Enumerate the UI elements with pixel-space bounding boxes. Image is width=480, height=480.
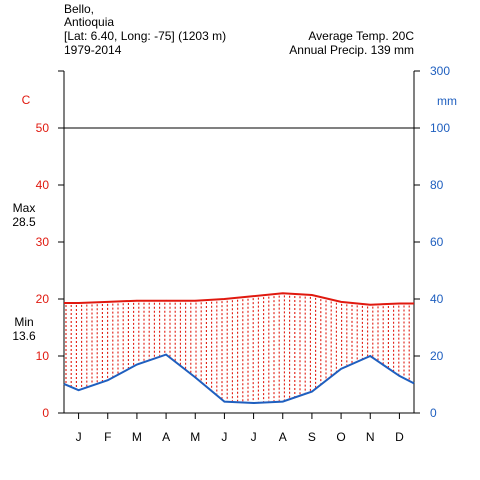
- precipitation-point: [77, 389, 80, 392]
- x-tick-label: O: [336, 430, 345, 444]
- temperature-point: [106, 301, 109, 303]
- temperature-point: [340, 301, 342, 303]
- right-tick-label: 60: [430, 235, 444, 249]
- precipitation-point: [281, 400, 284, 403]
- left-tick-label: 50: [36, 121, 50, 135]
- temperature-point: [398, 302, 401, 305]
- x-tick-label: A: [279, 430, 287, 444]
- x-tick-label: D: [395, 430, 404, 444]
- x-tick-label: F: [104, 430, 111, 444]
- chart-header: Bello, Antioquia [Lat: 6.40, Long: -75] …: [64, 2, 414, 57]
- temperature-point: [281, 292, 284, 295]
- precipitation-line: [63, 353, 415, 405]
- precipitation-point: [311, 390, 313, 393]
- annual-precipitation: Annual Precip. 139 mm: [289, 43, 414, 57]
- max-value: 28.5: [12, 215, 36, 229]
- right-tick-label: 20: [430, 349, 444, 363]
- station-coordinates: [Lat: 6.40, Long: -75] (1203 m): [64, 29, 226, 43]
- precipitation-point: [252, 402, 255, 404]
- x-tick-label: J: [76, 430, 82, 444]
- left-tick-label: 10: [36, 349, 50, 363]
- left-tick-label: 30: [36, 235, 50, 249]
- precipitation-point: [165, 353, 167, 356]
- station-period: 1979-2014: [64, 43, 122, 57]
- precipitation-point: [369, 355, 372, 357]
- x-tick-label: A: [162, 430, 170, 444]
- precipitation-point: [106, 379, 109, 382]
- precipitation-point: [223, 400, 226, 403]
- min-label: Min: [14, 315, 33, 329]
- right-tick-label: 80: [430, 178, 444, 192]
- x-tick-label: J: [251, 430, 257, 444]
- max-label: Max: [13, 201, 36, 215]
- temperature-point: [311, 294, 313, 296]
- temperature-line: [64, 292, 414, 306]
- x-tick-label: N: [366, 430, 375, 444]
- temperature-point: [252, 295, 255, 297]
- station-name: Bello,: [64, 2, 94, 16]
- extremes-labels: Max 28.5 Min 13.6: [12, 201, 36, 343]
- x-tick-label: J: [221, 430, 227, 444]
- right-tick-label: 40: [430, 292, 444, 306]
- right-tick-label: 0: [430, 406, 437, 420]
- x-tick-label: S: [308, 430, 316, 444]
- precipitation-point: [136, 363, 138, 366]
- station-region: Antioquia: [64, 15, 114, 29]
- temperature-point: [194, 299, 197, 302]
- precipitation-point: [398, 375, 401, 377]
- right-axis-unit: mm: [437, 94, 457, 108]
- left-tick-label: 20: [36, 292, 50, 306]
- left-tick-label: 0: [42, 406, 49, 420]
- precipitation-point: [194, 376, 197, 379]
- right-tick-label: 100: [430, 121, 450, 135]
- plot-area: 0 10 20 30 40 50 0 20 40 60 80 100 300 J F M A M J J A S O N D: [36, 64, 451, 444]
- left-tick-label: 40: [36, 178, 50, 192]
- temperature-point: [223, 298, 226, 300]
- temperature-point: [165, 299, 167, 302]
- temperature-point: [136, 299, 138, 302]
- temperature-point: [77, 302, 80, 304]
- temperature-point: [369, 303, 372, 306]
- left-axis-unit: C: [22, 93, 31, 107]
- x-tick-label: M: [190, 430, 200, 444]
- x-tick-label: M: [132, 430, 142, 444]
- right-tick-label: 300: [430, 64, 450, 78]
- precipitation-point: [340, 368, 342, 370]
- min-value: 13.6: [12, 329, 36, 343]
- average-temperature: Average Temp. 20C: [308, 29, 414, 43]
